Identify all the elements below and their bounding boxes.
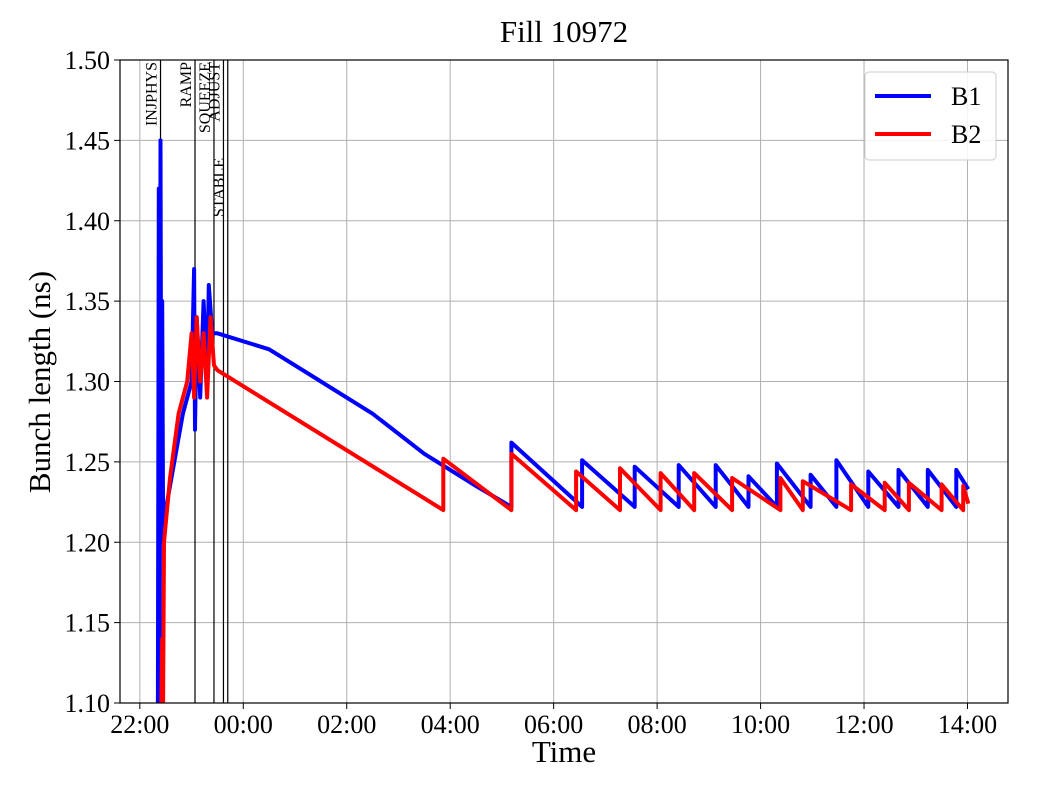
x-tick-label: 06:00 <box>524 710 583 739</box>
series-line <box>155 138 970 703</box>
y-tick-label: 1.40 <box>65 207 111 236</box>
y-tick-label: 1.25 <box>65 448 111 477</box>
x-tick-label: 12:00 <box>834 710 893 739</box>
phase-label: SQUEEZE <box>197 62 214 133</box>
y-tick-label: 1.20 <box>65 528 111 557</box>
y-tick-label: 1.35 <box>65 287 111 316</box>
phase-label: RAMP <box>178 62 195 107</box>
y-tick-label: 1.10 <box>65 689 111 718</box>
phase-label: INJPHYS <box>144 62 161 126</box>
y-tick-label: 1.50 <box>65 46 111 75</box>
y-tick-label: 1.15 <box>65 609 111 638</box>
y-axis-label: Bunch length (ns) <box>22 271 57 493</box>
chart-title: Fill 10972 <box>500 14 628 49</box>
y-tick-label: 1.30 <box>65 368 111 397</box>
y-tick-label: 1.45 <box>65 126 111 155</box>
x-tick-label: 00:00 <box>214 710 273 739</box>
x-tick-label: 10:00 <box>731 710 790 739</box>
phase-label: ADJUST <box>206 62 223 122</box>
phase-label: STABLE <box>211 158 228 217</box>
legend-label: B2 <box>951 120 981 149</box>
x-tick-label: 04:00 <box>421 710 480 739</box>
x-tick-label: 02:00 <box>317 710 376 739</box>
axes-frame <box>119 59 1009 704</box>
legend-label: B1 <box>951 82 981 111</box>
x-tick-label: 14:00 <box>938 710 997 739</box>
x-tick-label: 08:00 <box>627 710 686 739</box>
x-tick-label: 22:00 <box>110 710 169 739</box>
x-axis-label: Time <box>532 734 596 769</box>
series-line <box>159 315 971 703</box>
